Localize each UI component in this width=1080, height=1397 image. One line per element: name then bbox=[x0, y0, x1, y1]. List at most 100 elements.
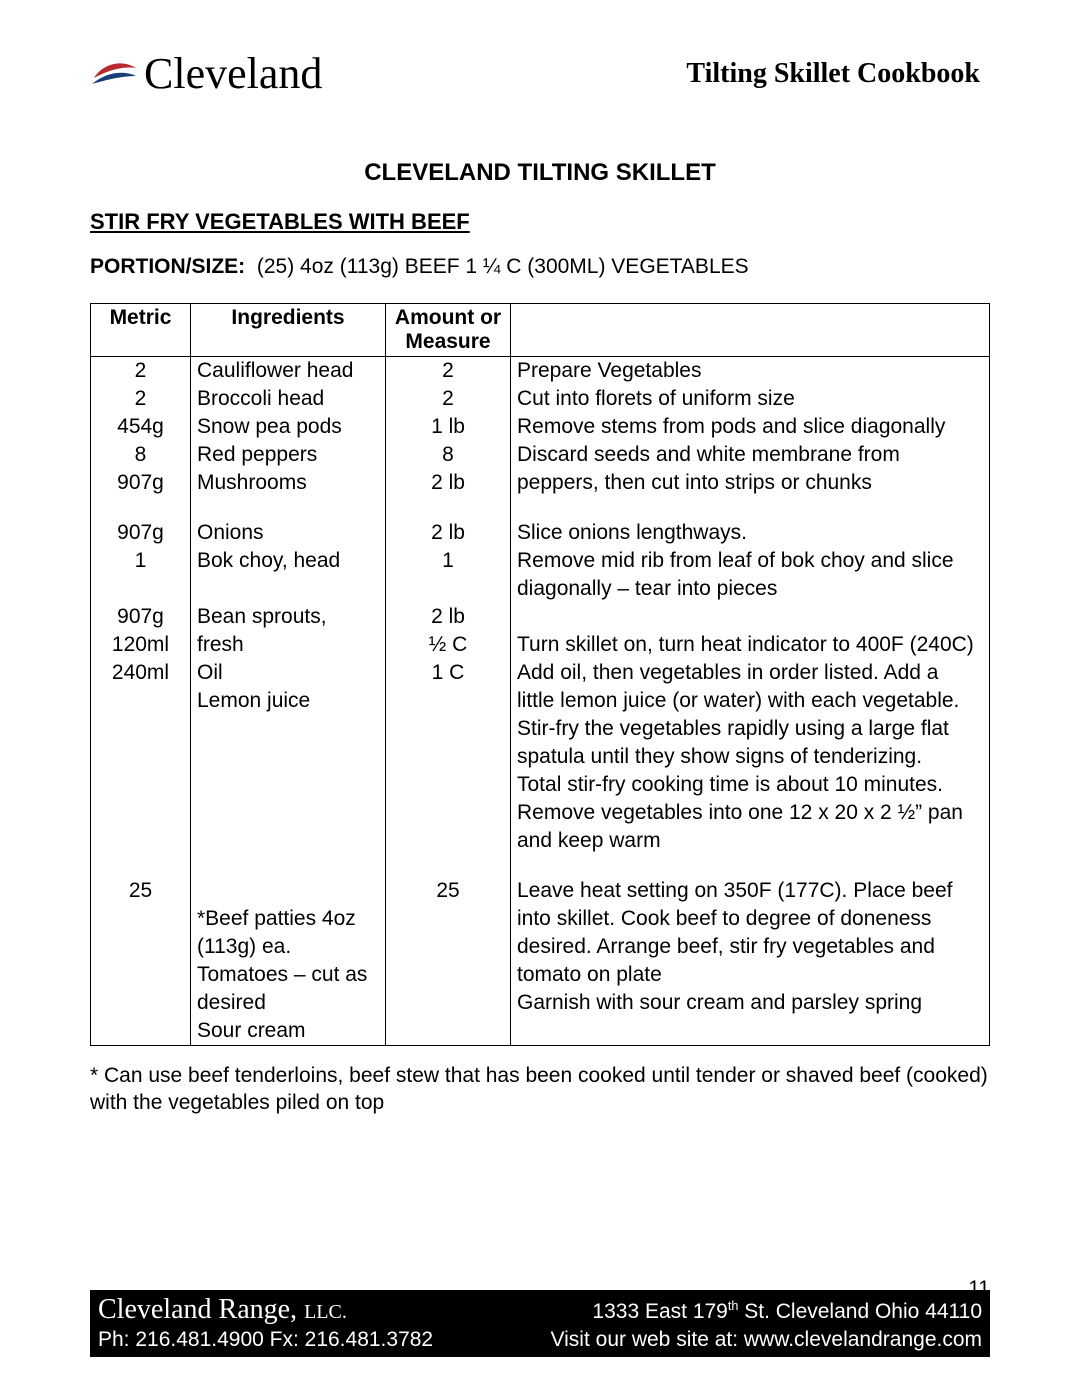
cell-instruction: Total stir-fry cooking time is about 10 … bbox=[511, 771, 990, 799]
cell-instruction bbox=[511, 603, 990, 631]
cell-ingredient: Snow pea pods bbox=[191, 413, 386, 441]
cell-ingredient: Oil bbox=[191, 659, 386, 687]
footer-address-post: St. Cleveland Ohio 44110 bbox=[738, 1300, 982, 1323]
header-title: Tilting Skillet Cookbook bbox=[686, 58, 990, 90]
cell-instruction: Discard seeds and white membrane from bbox=[511, 441, 990, 469]
cell-metric bbox=[91, 771, 191, 799]
cell-instruction: little lemon juice (or water) with each … bbox=[511, 687, 990, 715]
cell-metric bbox=[91, 905, 191, 933]
cell-amount bbox=[386, 1017, 511, 1046]
cell-metric: 8 bbox=[91, 441, 191, 469]
cell-metric: 120ml bbox=[91, 631, 191, 659]
cell-metric: 240ml bbox=[91, 659, 191, 687]
cell-ingredient: Sour cream bbox=[191, 1017, 386, 1046]
page-footer: Cleveland Range, LLC. 1333 East 179th St… bbox=[90, 1290, 990, 1357]
cell-metric bbox=[91, 989, 191, 1017]
cell-ingredient bbox=[191, 497, 386, 519]
brand-logo: Cleveland bbox=[90, 48, 322, 99]
cell-metric: 907g bbox=[91, 603, 191, 631]
cell-instruction: Add oil, then vegetables in order listed… bbox=[511, 659, 990, 687]
cell-amount bbox=[386, 989, 511, 1017]
cell-metric: 1 bbox=[91, 547, 191, 575]
page-header: Cleveland Tilting Skillet Cookbook bbox=[90, 48, 990, 99]
cell-ingredient: Broccoli head bbox=[191, 385, 386, 413]
cell-amount bbox=[386, 905, 511, 933]
table-row: diagonally – tear into pieces bbox=[91, 575, 990, 603]
table-row: Stir-fry the vegetables rapidly using a … bbox=[91, 715, 990, 743]
cell-instruction bbox=[511, 1017, 990, 1046]
table-row: Total stir-fry cooking time is about 10 … bbox=[91, 771, 990, 799]
cell-instruction: Prepare Vegetables bbox=[511, 357, 990, 386]
cell-ingredient: (113g) ea. bbox=[191, 933, 386, 961]
table-row: 8Red peppers8Discard seeds and white mem… bbox=[91, 441, 990, 469]
cell-amount: 2 bbox=[386, 357, 511, 386]
table-row bbox=[91, 855, 990, 877]
cell-instruction: Remove stems from pods and slice diagona… bbox=[511, 413, 990, 441]
cell-amount bbox=[386, 799, 511, 827]
cell-amount bbox=[386, 687, 511, 715]
cell-amount: 2 lb bbox=[386, 603, 511, 631]
table-row: Remove vegetables into one 12 x 20 x 2 ½… bbox=[91, 799, 990, 827]
cell-metric bbox=[91, 827, 191, 855]
cell-amount bbox=[386, 575, 511, 603]
cell-instruction: into skillet. Cook beef to degree of don… bbox=[511, 905, 990, 933]
cell-metric bbox=[91, 933, 191, 961]
cell-metric: 2 bbox=[91, 357, 191, 386]
main-title: CLEVELAND TILTING SKILLET bbox=[90, 159, 990, 187]
cell-amount bbox=[386, 933, 511, 961]
cell-metric: 907g bbox=[91, 519, 191, 547]
cell-instruction: spatula until they show signs of tenderi… bbox=[511, 743, 990, 771]
col-amount: Amount or Measure bbox=[386, 304, 511, 357]
table-row: *Beef patties 4ozinto skillet. Cook beef… bbox=[91, 905, 990, 933]
cell-ingredient: Cauliflower head bbox=[191, 357, 386, 386]
col-ingredients: Ingredients bbox=[191, 304, 386, 357]
cell-amount bbox=[386, 827, 511, 855]
cell-amount bbox=[386, 715, 511, 743]
footer-company-name: Cleveland Range, bbox=[98, 1294, 297, 1325]
cell-amount: 1 lb bbox=[386, 413, 511, 441]
cell-instruction bbox=[511, 855, 990, 877]
cell-metric bbox=[91, 743, 191, 771]
cell-amount: 2 lb bbox=[386, 519, 511, 547]
cell-ingredient: Tomatoes – cut as bbox=[191, 961, 386, 989]
cell-amount: 2 bbox=[386, 385, 511, 413]
cell-ingredient bbox=[191, 743, 386, 771]
cell-ingredient bbox=[191, 855, 386, 877]
table-row: Tomatoes – cut as tomato on plate bbox=[91, 961, 990, 989]
recipe-name: STIR FRY VEGETABLES WITH BEEF bbox=[90, 209, 990, 235]
cell-amount bbox=[386, 497, 511, 519]
cell-metric bbox=[91, 1017, 191, 1046]
cell-instruction: Remove mid rib from leaf of bok choy and… bbox=[511, 547, 990, 575]
table-row: 2Broccoli head2Cut into florets of unifo… bbox=[91, 385, 990, 413]
footer-company: Cleveland Range, LLC. bbox=[98, 1292, 347, 1327]
cell-metric: 2 bbox=[91, 385, 191, 413]
cell-metric: 25 bbox=[91, 877, 191, 905]
cell-instruction: tomato on plate bbox=[511, 961, 990, 989]
table-row: 1Bok choy, head1Remove mid rib from leaf… bbox=[91, 547, 990, 575]
cell-ingredient: Bean sprouts, bbox=[191, 603, 386, 631]
portion-label: PORTION/SIZE: bbox=[90, 255, 245, 278]
cell-metric bbox=[91, 575, 191, 603]
cell-metric bbox=[91, 961, 191, 989]
table-row: Lemon juicelittle lemon juice (or water)… bbox=[91, 687, 990, 715]
cell-metric bbox=[91, 687, 191, 715]
table-row: 907gBean sprouts,2 lb bbox=[91, 603, 990, 631]
cell-metric bbox=[91, 799, 191, 827]
cell-instruction: Garnish with sour cream and parsley spri… bbox=[511, 989, 990, 1017]
cell-amount: ½ C bbox=[386, 631, 511, 659]
table-row bbox=[91, 497, 990, 519]
cell-metric: 454g bbox=[91, 413, 191, 441]
table-row: 907gMushrooms2 lbpeppers, then cut into … bbox=[91, 469, 990, 497]
cell-instruction: Stir-fry the vegetables rapidly using a … bbox=[511, 715, 990, 743]
footer-website: Visit our web site at: www.clevelandrang… bbox=[551, 1327, 982, 1353]
cell-metric: 907g bbox=[91, 469, 191, 497]
table-row: Sour cream bbox=[91, 1017, 990, 1046]
cell-metric bbox=[91, 715, 191, 743]
col-metric: Metric bbox=[91, 304, 191, 357]
recipe-footnote: * Can use beef tenderloins, beef stew th… bbox=[90, 1062, 990, 1117]
cell-metric bbox=[91, 855, 191, 877]
cell-instruction: desired. Arrange beef, stir fry vegetabl… bbox=[511, 933, 990, 961]
table-row: 240mlOil1 CAdd oil, then vegetables in o… bbox=[91, 659, 990, 687]
table-row: 454gSnow pea pods1 lbRemove stems from p… bbox=[91, 413, 990, 441]
cell-instruction: Cut into florets of uniform size bbox=[511, 385, 990, 413]
